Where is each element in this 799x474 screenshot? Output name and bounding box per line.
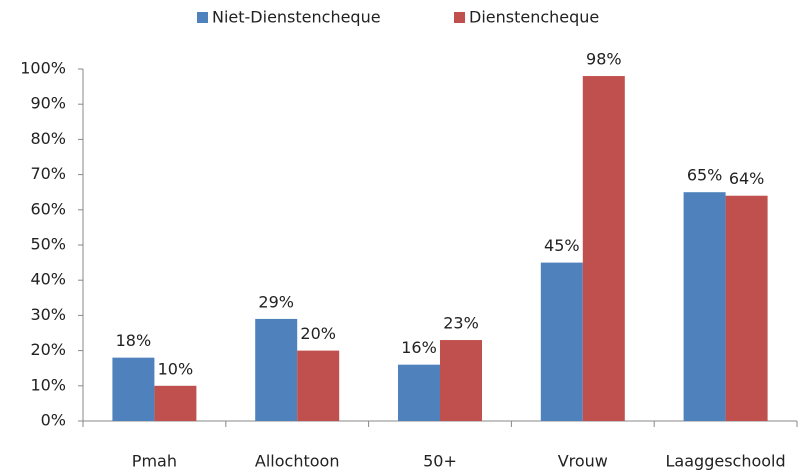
value-label: 65% [687,166,723,185]
y-tick-label: 60% [30,199,66,218]
value-label: 10% [158,359,194,378]
bar [398,364,440,421]
x-tick-label: Allochtoon [255,452,340,471]
x-tick-label: Vrouw [558,452,608,471]
legend: Niet-Dienstencheque Dienstencheque [197,8,599,27]
bar [297,350,340,421]
y-tick-label: 90% [30,94,66,113]
y-tick-label: 20% [30,340,66,359]
y-tick-label: 50% [30,235,66,254]
bar [440,340,482,421]
bar [725,195,768,421]
y-tick-label: 70% [30,164,66,183]
legend-swatch [454,12,465,23]
value-label: 29% [258,292,294,311]
value-label: 64% [729,169,765,188]
bar [540,262,583,421]
bar [683,192,726,421]
bar [112,357,155,421]
bar [255,318,298,421]
value-label: 16% [401,338,437,357]
x-tick-label: Pmah [132,452,177,471]
value-label: 18% [116,331,152,350]
y-tick-label: 80% [30,129,66,148]
bar [582,76,625,421]
x-tick-label: 50+ [423,452,457,471]
value-label: 98% [586,50,622,69]
x-tick-label: Laaggeschoold [666,452,786,471]
legend-label: Niet-Dienstencheque [212,8,381,27]
value-label: 20% [300,324,336,343]
y-tick-label: 100% [20,59,66,78]
legend-swatch [197,12,208,23]
y-tick-label: 40% [30,270,66,289]
y-tick-label: 30% [30,305,66,324]
bar [154,385,197,421]
value-label: 45% [544,236,580,255]
y-tick-label: 10% [30,375,66,394]
legend-label: Dienstencheque [469,8,599,27]
value-label: 23% [443,314,479,333]
y-tick-label: 0% [41,411,66,430]
